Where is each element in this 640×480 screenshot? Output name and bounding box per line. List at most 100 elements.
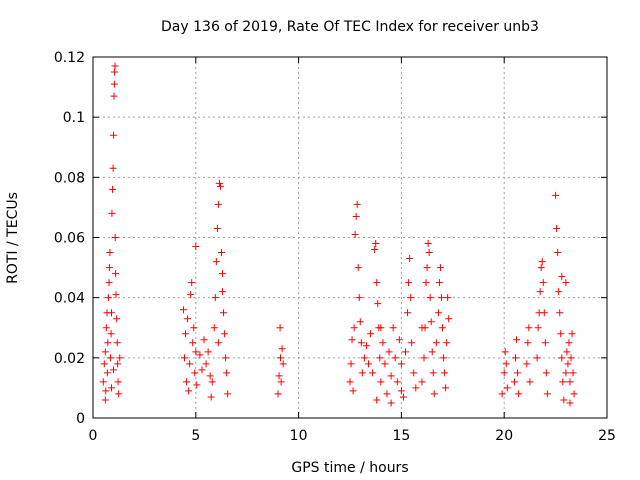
data-point bbox=[106, 354, 114, 362]
data-point bbox=[541, 339, 549, 347]
x-tick-label: 15 bbox=[392, 428, 410, 444]
data-point bbox=[108, 209, 116, 217]
data-point bbox=[212, 258, 220, 266]
data-point bbox=[562, 279, 570, 287]
data-point bbox=[420, 354, 428, 362]
data-point bbox=[537, 264, 545, 272]
data-point bbox=[526, 378, 534, 386]
plot-frame bbox=[92, 56, 608, 419]
data-point bbox=[101, 348, 109, 356]
data-point bbox=[430, 390, 438, 398]
data-point bbox=[514, 369, 522, 377]
data-point bbox=[110, 80, 118, 88]
data-point bbox=[387, 372, 395, 380]
data-point bbox=[108, 309, 116, 317]
data-point bbox=[441, 369, 449, 377]
data-point bbox=[104, 294, 112, 302]
data-point bbox=[224, 390, 232, 398]
data-point bbox=[109, 164, 117, 172]
data-point bbox=[189, 339, 197, 347]
data-point bbox=[207, 393, 215, 401]
data-point bbox=[379, 339, 387, 347]
data-point bbox=[351, 230, 359, 238]
data-point bbox=[445, 315, 453, 323]
data-point bbox=[106, 249, 114, 257]
data-point bbox=[387, 399, 395, 407]
data-point bbox=[395, 336, 403, 344]
data-point bbox=[570, 390, 578, 398]
data-point bbox=[402, 348, 410, 356]
data-point bbox=[565, 339, 573, 347]
data-point bbox=[357, 339, 365, 347]
data-point bbox=[116, 354, 124, 362]
data-point bbox=[512, 354, 520, 362]
data-point bbox=[406, 255, 414, 263]
data-point bbox=[216, 182, 224, 190]
data-point bbox=[107, 330, 115, 338]
data-point bbox=[533, 354, 541, 362]
data-point bbox=[389, 324, 397, 332]
data-point bbox=[110, 366, 118, 374]
data-point bbox=[372, 240, 380, 248]
data-point bbox=[552, 191, 560, 199]
data-point bbox=[562, 369, 570, 377]
data-point bbox=[539, 279, 547, 287]
data-point bbox=[525, 324, 533, 332]
data-point bbox=[404, 309, 412, 317]
data-point bbox=[190, 324, 198, 332]
data-point bbox=[432, 339, 440, 347]
data-point bbox=[347, 360, 355, 368]
data-point bbox=[501, 348, 509, 356]
data-point bbox=[557, 330, 565, 338]
data-point bbox=[183, 378, 191, 386]
data-point bbox=[377, 378, 385, 386]
data-point bbox=[560, 396, 568, 404]
x-tick-label: 5 bbox=[191, 428, 200, 444]
data-point bbox=[437, 294, 445, 302]
x-tick-label: 10 bbox=[290, 428, 308, 444]
data-point bbox=[112, 270, 120, 278]
data-point bbox=[542, 369, 550, 377]
data-point bbox=[105, 264, 113, 272]
data-point bbox=[214, 200, 222, 208]
data-point bbox=[418, 324, 426, 332]
data-point bbox=[500, 369, 508, 377]
y-tick-label: 0.1 bbox=[63, 110, 85, 126]
data-point bbox=[352, 212, 360, 220]
data-point bbox=[422, 279, 430, 287]
data-point bbox=[568, 330, 576, 338]
data-point bbox=[186, 360, 194, 368]
data-point bbox=[538, 258, 546, 266]
data-point bbox=[214, 339, 222, 347]
data-point bbox=[211, 294, 219, 302]
data-point bbox=[444, 294, 452, 302]
data-point bbox=[348, 336, 356, 344]
data-point bbox=[220, 309, 228, 317]
data-point bbox=[367, 330, 375, 338]
data-point bbox=[435, 279, 443, 287]
data-point bbox=[393, 378, 401, 386]
data-point bbox=[440, 354, 448, 362]
data-points bbox=[99, 62, 578, 407]
data-point bbox=[442, 384, 450, 392]
data-point bbox=[179, 306, 187, 314]
data-point bbox=[503, 384, 511, 392]
data-point bbox=[556, 309, 564, 317]
y-tick-label: 0 bbox=[76, 411, 85, 427]
data-point bbox=[436, 264, 444, 272]
x-tick-label: 0 bbox=[89, 428, 98, 444]
data-point bbox=[99, 378, 107, 386]
grid-layer bbox=[93, 57, 607, 418]
y-axis-label: ROTI / TECUs bbox=[5, 192, 21, 284]
data-point bbox=[498, 390, 506, 398]
data-point bbox=[277, 354, 285, 362]
data-point bbox=[219, 270, 227, 278]
data-point bbox=[222, 354, 230, 362]
data-point bbox=[365, 360, 373, 368]
data-point bbox=[358, 369, 366, 377]
data-point bbox=[192, 348, 200, 356]
data-point bbox=[223, 369, 231, 377]
data-point bbox=[566, 399, 574, 407]
x-tick-label: 20 bbox=[495, 428, 513, 444]
data-point bbox=[397, 387, 405, 395]
